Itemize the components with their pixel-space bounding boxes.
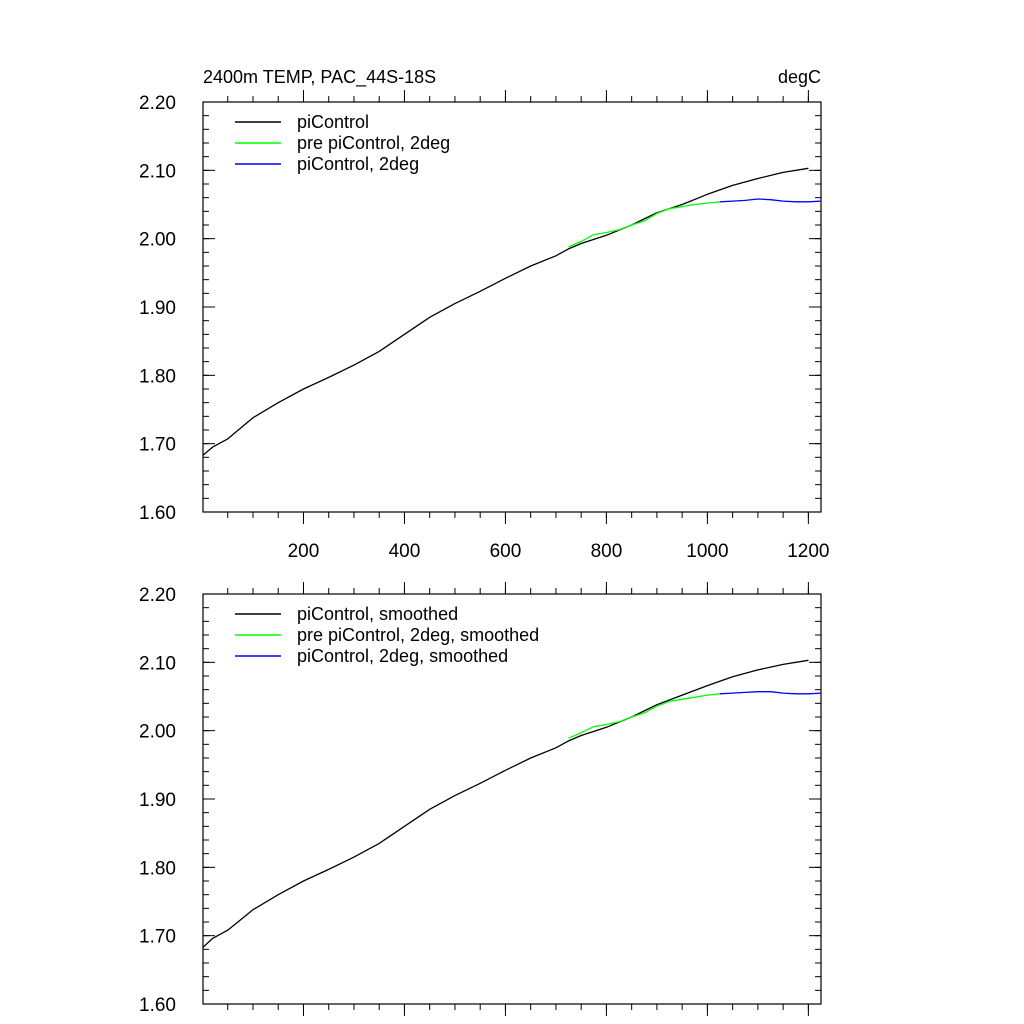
legend-label: piControl, smoothed	[297, 604, 458, 624]
bottom-panel: 1.60 1.70 1.80 1.90 2.00 2.10 2.20 piControl, s…	[139, 582, 822, 1016]
y-tick-label: 2.00	[139, 230, 176, 251]
legend-label: piControl, 2deg	[297, 154, 419, 174]
y-tick-label: 1.80	[139, 366, 176, 387]
top-panel: 1.60 1.70 1.80 1.90 2.00 2.10 2.20 200 400 600 800…	[139, 90, 830, 562]
x-tick-label: 400	[389, 541, 421, 562]
series-line	[568, 693, 721, 739]
y-tick-label: 1.80	[139, 858, 176, 879]
x-tick-label: 800	[591, 541, 623, 562]
y-tick-label: 1.70	[139, 435, 176, 456]
x-tick-label: 200	[288, 541, 320, 562]
legend-label: pre piControl, 2deg, smoothed	[297, 625, 539, 645]
chart-title: 2400m TEMP, PAC_44S-18S	[203, 67, 436, 88]
legend-label: pre piControl, 2deg	[297, 133, 450, 153]
y-tick-label: 1.90	[139, 298, 176, 319]
legend-label: piControl	[297, 112, 369, 132]
units-label: degC	[778, 67, 821, 87]
series-line	[568, 201, 721, 248]
series-line	[202, 659, 809, 948]
y-tick-label: 2.20	[139, 585, 176, 606]
y-tick-label: 2.00	[139, 722, 176, 743]
y-tick-label: 1.90	[139, 790, 176, 811]
y-tick-label: 2.10	[139, 161, 176, 182]
plot-frame	[202, 101, 822, 513]
y-tick-label: 2.20	[139, 93, 176, 114]
plot-frame	[202, 593, 822, 1005]
x-tick-label: 1000	[686, 541, 728, 562]
x-tick-label: 600	[490, 541, 522, 562]
series-line	[202, 167, 809, 456]
y-tick-label: 1.60	[139, 503, 176, 524]
y-tick-label: 2.10	[139, 653, 176, 674]
series-line	[719, 691, 822, 695]
y-tick-label: 1.70	[139, 927, 176, 948]
series-line	[719, 198, 822, 203]
x-tick-label: 1200	[787, 541, 829, 562]
legend-label: piControl, 2deg, smoothed	[297, 646, 508, 666]
y-tick-label: 1.60	[139, 995, 176, 1016]
